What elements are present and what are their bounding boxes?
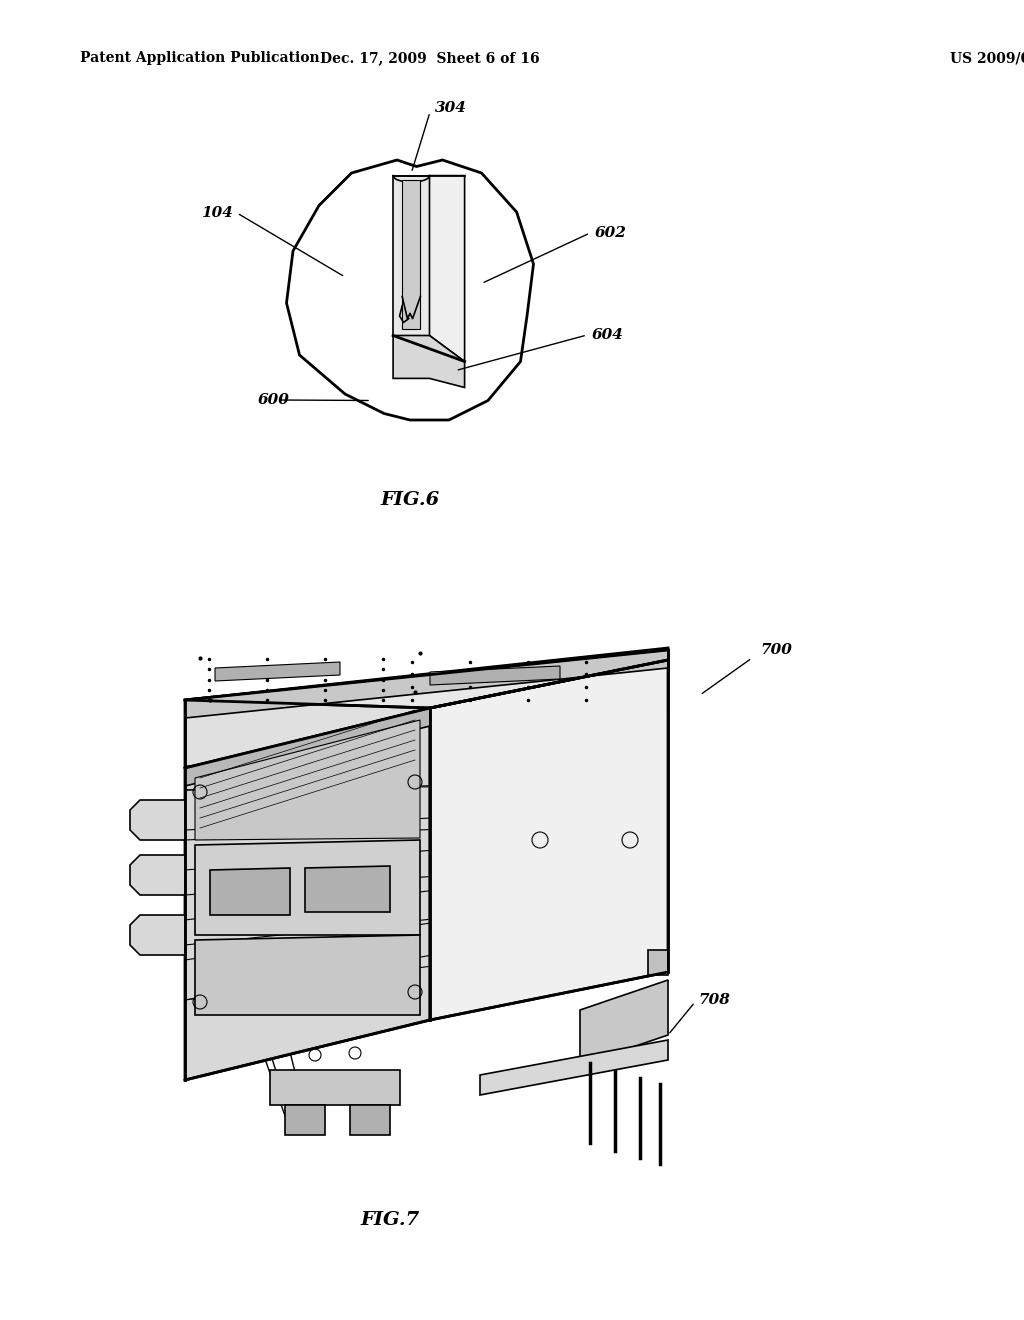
Polygon shape <box>285 1105 325 1135</box>
Polygon shape <box>185 708 430 1080</box>
Text: 602: 602 <box>595 226 627 240</box>
Text: US 2009/0310312 A1: US 2009/0310312 A1 <box>950 51 1024 65</box>
Polygon shape <box>305 866 390 912</box>
Polygon shape <box>195 840 420 935</box>
Polygon shape <box>215 663 340 681</box>
Polygon shape <box>480 1040 668 1096</box>
Polygon shape <box>130 855 185 895</box>
Text: 700: 700 <box>760 643 792 657</box>
Text: 104: 104 <box>201 206 233 220</box>
Text: 702: 702 <box>216 978 248 993</box>
Text: 600: 600 <box>258 393 290 407</box>
Polygon shape <box>185 648 668 767</box>
Polygon shape <box>130 800 185 840</box>
Polygon shape <box>648 950 668 975</box>
Polygon shape <box>393 176 429 335</box>
Polygon shape <box>430 660 668 1020</box>
Polygon shape <box>430 667 560 685</box>
Polygon shape <box>287 160 534 420</box>
Polygon shape <box>580 979 668 1065</box>
Text: FIG.6: FIG.6 <box>380 491 439 510</box>
Text: 604: 604 <box>592 327 624 342</box>
Text: Dec. 17, 2009  Sheet 6 of 16: Dec. 17, 2009 Sheet 6 of 16 <box>321 51 540 65</box>
Text: 304: 304 <box>435 102 467 115</box>
Polygon shape <box>185 708 430 785</box>
Text: FIG.7: FIG.7 <box>360 1210 420 1229</box>
Polygon shape <box>130 915 185 954</box>
Polygon shape <box>210 869 290 915</box>
Polygon shape <box>185 649 668 708</box>
Text: 704: 704 <box>231 942 263 957</box>
Text: 708: 708 <box>698 993 730 1007</box>
Polygon shape <box>195 935 420 1015</box>
Polygon shape <box>402 180 421 329</box>
Text: Patent Application Publication: Patent Application Publication <box>80 51 319 65</box>
Polygon shape <box>195 719 420 840</box>
Polygon shape <box>393 335 465 388</box>
Polygon shape <box>429 176 465 362</box>
Polygon shape <box>270 1071 400 1105</box>
Polygon shape <box>350 1105 390 1135</box>
Polygon shape <box>185 649 668 718</box>
Text: 706: 706 <box>216 1012 248 1027</box>
